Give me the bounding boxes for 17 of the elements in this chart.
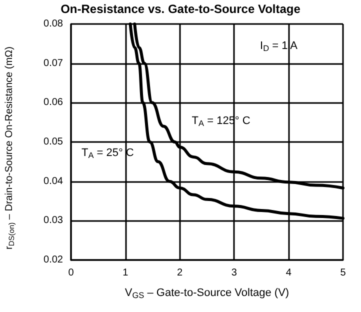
x-tick-label: 0 [68,268,74,278]
x-axis-title: V$_{GS}$ – Gate-to-Source Voltage (V) [124,287,290,300]
x-tick-label: 1 [122,268,129,278]
chart-title: On-Resistance vs. Gate-to-Source Voltage [60,2,302,16]
x-tick-label: 3 [231,268,238,278]
x-tick-label: 2 [177,268,184,278]
series-label: T$_{A}$ = 25° C [81,147,134,160]
x-tick-label: 5 [340,268,346,278]
y-tick-label: 0.05 [44,136,64,148]
annotation: I$_{D}$ = 1 A [260,40,298,54]
y-tick-label: 0.04 [44,176,64,187]
x-tick-label: 4 [286,268,292,278]
y-tick-label: 0.08 [44,18,64,30]
y-tick-label: 0.06 [44,97,64,108]
y-tick-label: 0.02 [44,254,64,266]
y-tick-label: 0.03 [44,215,64,226]
y-tick-label: 0.07 [44,58,64,69]
